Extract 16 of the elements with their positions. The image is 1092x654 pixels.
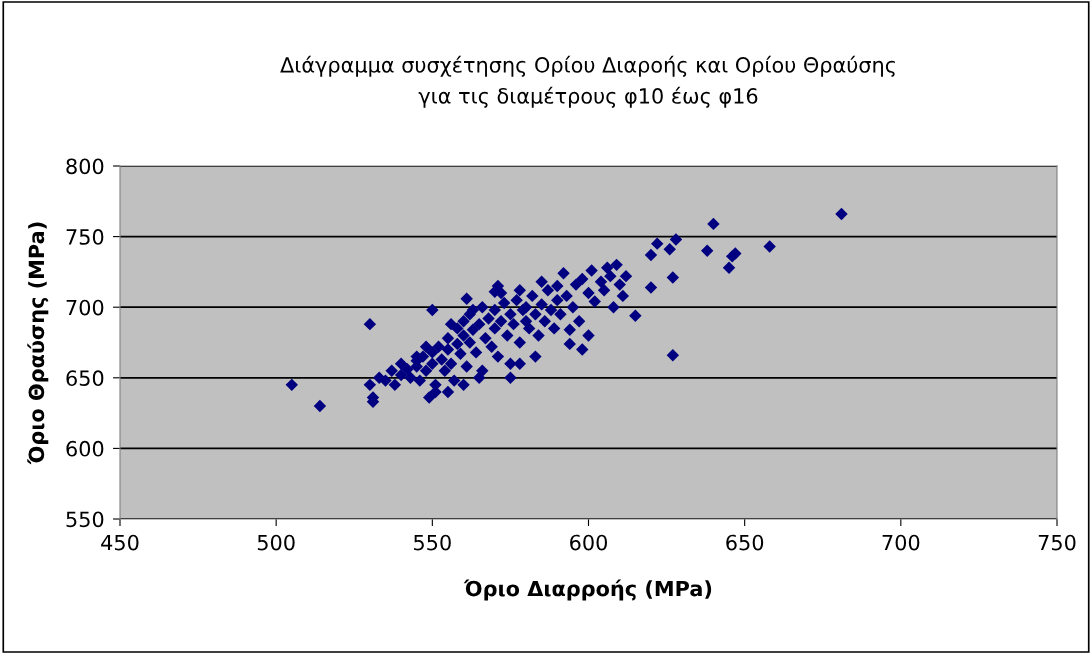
y-tick-label: 700 — [66, 299, 104, 316]
y-axis-title: Όριο Θραύσης (MPa) — [27, 222, 49, 465]
x-tick-label: 650 — [726, 534, 764, 551]
x-tick-label: 600 — [570, 534, 607, 551]
x-tick-label: 750 — [1038, 534, 1076, 551]
y-tick-label: 550 — [66, 511, 104, 528]
x-tick-label: 700 — [882, 534, 920, 551]
x-tick-label: 500 — [257, 534, 295, 551]
y-tick-label: 600 — [66, 440, 104, 457]
y-tick-label: 800 — [66, 158, 104, 175]
y-tick-label: 750 — [66, 229, 104, 245]
x-axis-title: Όριο Διαρροής (MPa) — [463, 579, 712, 601]
chart-title: Διάγραμμα συσχέτησης Ορίου Διαροής και Ορίου Θραύσης για τις διαμέτρους φ10 έως φ16 — [280, 55, 895, 108]
x-tick-label: 550 — [414, 534, 451, 551]
y-tick-label: 650 — [66, 370, 104, 387]
x-tick-label: 450 — [101, 534, 139, 551]
